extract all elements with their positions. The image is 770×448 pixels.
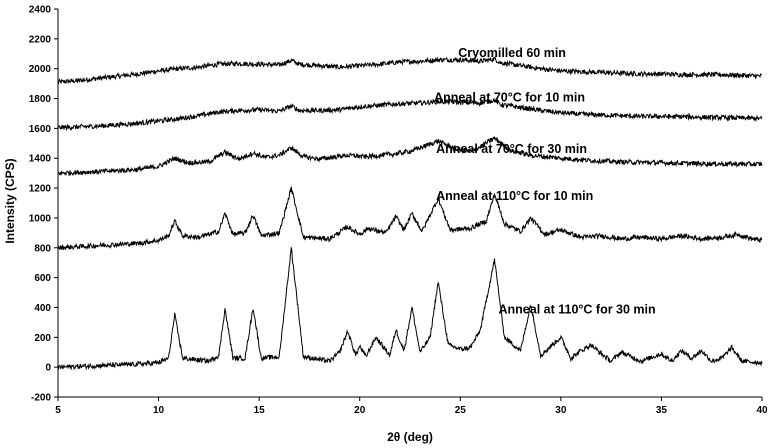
series-label: Anneal at 110°C for 10 min	[436, 189, 593, 203]
x-tick-label: 35	[656, 405, 668, 416]
series-trace	[57, 136, 763, 177]
axes: -200 0 200 400 600 800 1000 1200 1400 1600 1800 200…	[29, 5, 768, 417]
y-tick-label: 0	[45, 363, 51, 374]
y-tick-label: 2200	[29, 34, 52, 45]
series-label: Cryomilled 60 min	[458, 46, 566, 60]
x-tick-label: 40	[756, 405, 768, 416]
x-tick-label: 10	[153, 405, 165, 416]
series-labels: Cryomilled 60 min Anneal at 70°C for 10 m…	[434, 46, 656, 317]
y-tick-label: 1800	[29, 94, 52, 105]
y-tick-label: -200	[31, 393, 51, 404]
y-tick-label: 800	[34, 243, 51, 254]
y-tick-label: 1200	[29, 184, 52, 195]
series-label: Anneal at 70°C for 10 min	[434, 91, 585, 105]
series-label: Anneal at 70°C for 30 min	[436, 142, 587, 156]
x-tick-label: 25	[455, 405, 467, 416]
y-axis-title: Intensity (CPS)	[3, 158, 17, 243]
y-tick-label: 200	[34, 333, 51, 344]
x-axis-title: 2θ (deg)	[387, 430, 433, 444]
x-tick-label: 15	[254, 405, 266, 416]
y-tick-label: 600	[34, 273, 51, 284]
series-trace	[57, 247, 763, 371]
y-tick-label: 2000	[29, 64, 52, 75]
x-tick-label: 20	[354, 405, 366, 416]
series-trace	[57, 55, 762, 85]
series-trace	[57, 186, 763, 251]
series-label: Anneal at 110°C for 30 min	[499, 302, 656, 316]
x-tick-label: 30	[555, 405, 567, 416]
x-tick-label: 5	[55, 405, 61, 416]
y-tick-label: 1600	[29, 124, 52, 135]
y-tick-label: 400	[34, 303, 51, 314]
y-tick-label: 1400	[29, 154, 52, 165]
y-tick-label: 2400	[29, 5, 52, 16]
y-tick-label: 1000	[29, 213, 52, 224]
series-trace	[57, 97, 763, 131]
diffraction-traces	[57, 55, 763, 371]
